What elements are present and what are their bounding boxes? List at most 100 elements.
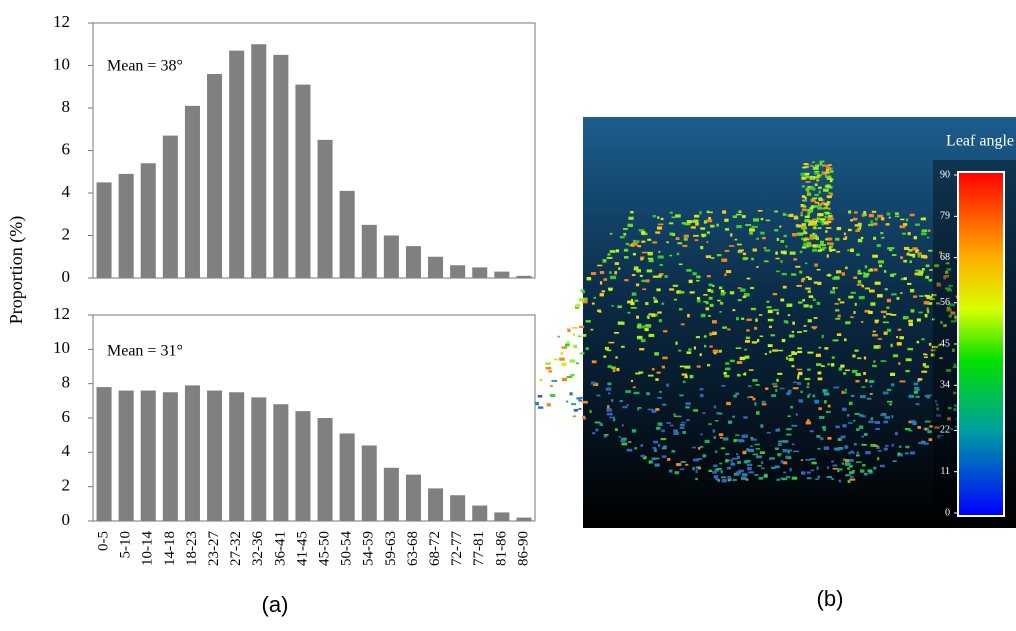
cloud-point [858,270,861,272]
cloud-point [825,174,827,177]
cloud-point [802,247,807,249]
cloud-point [657,216,659,219]
cloud-point [646,279,649,282]
cloud-point [780,260,782,263]
cloud-point [915,224,920,226]
cloud-point [832,287,835,290]
cloud-point [788,415,791,417]
cloud-point [912,256,915,258]
cloud-point [655,378,658,381]
x-tick-label: 36-41 [272,531,288,566]
cloud-point [666,422,671,424]
cloud-point [899,336,904,339]
cloud-point [777,373,782,375]
x-tick-label: 41-45 [294,531,310,566]
cloud-point [752,379,757,382]
cloud-point [777,453,781,456]
cloud-point [822,165,826,167]
cloud-point [742,473,748,476]
bar [251,44,266,278]
cloud-point [608,288,613,290]
cloud-point [607,413,613,416]
bar [472,267,487,278]
cloud-point [682,431,686,434]
cloud-point [756,411,760,414]
cloud-point [928,250,932,252]
cloud-point [701,314,706,317]
cloud-point [921,338,924,340]
cloud-point [771,334,775,336]
bar [516,518,531,521]
cloud-point [842,424,846,427]
colorbar-tick-label: 34 [940,380,950,391]
cloud-point [670,212,673,214]
cloud-point [773,385,778,387]
cloud-point [921,255,927,258]
cloud-point [634,268,638,270]
cloud-point [720,302,723,305]
cloud-point [760,232,764,235]
cloud-point [839,367,843,370]
y-tick-label: 12 [53,12,70,31]
cloud-point [877,215,883,218]
cloud-point [628,441,631,443]
cloud-point [623,228,628,230]
cloud-point [854,350,858,352]
cloud-point [872,255,878,258]
cloud-point [884,332,888,335]
cloud-point [713,465,717,467]
cloud-point [719,350,722,353]
cloud-point [858,223,862,225]
cloud-point [915,396,919,398]
cloud-point [812,161,815,163]
cloud-point [698,447,700,450]
cloud-point [554,359,558,361]
cloud-point [607,257,613,259]
cloud-point [810,188,815,190]
y-tick-label: 10 [53,54,70,73]
bar [251,397,266,521]
cloud-point [639,348,644,350]
cloud-point [843,391,846,393]
cloud-point [824,347,828,349]
cloud-point [696,280,700,282]
cloud-point [902,233,906,235]
bar [97,182,112,278]
y-tick-label: 12 [53,304,70,323]
cloud-point [845,267,848,270]
cloud-point [853,276,857,278]
cloud-point [855,373,860,376]
cloud-point [803,163,807,165]
y-tick-label: 0 [62,510,71,529]
cloud-point [603,259,607,262]
cloud-point [721,385,725,387]
cloud-point [582,401,588,404]
cloud-point [724,273,726,275]
cloud-point [730,291,734,294]
cloud-point [885,288,888,290]
cloud-point [813,226,816,229]
cloud-point [733,439,736,442]
cloud-point [757,339,759,342]
cloud-point [802,299,805,301]
cloud-point [895,212,899,214]
cloud-point [859,425,863,428]
cloud-point [756,455,762,458]
cloud-point [783,235,786,237]
cloud-point [786,428,791,430]
cloud-point [819,190,821,193]
cloud-point [707,211,710,213]
cloud-point [827,221,831,223]
cloud-point [847,467,850,470]
cloud-point [659,391,662,393]
cloud-point [591,382,595,385]
cloud-point [756,238,759,240]
cloud-point [807,472,811,474]
cloud-point [748,471,754,473]
cloud-point [877,244,881,247]
cloud-point [724,375,729,377]
cloud-point [797,347,801,349]
cloud-point [845,462,851,465]
cloud-point [540,379,543,381]
cloud-point [706,255,711,258]
